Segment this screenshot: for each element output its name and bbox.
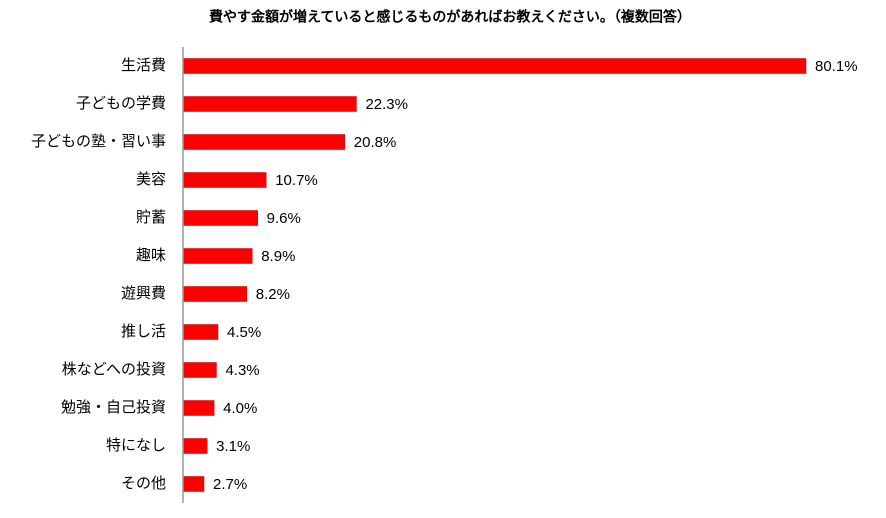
value-label: 4.5% (227, 324, 261, 341)
category-label: 子どもの塾・習い事 (31, 133, 166, 150)
category-label: 趣味 (136, 247, 166, 264)
bar (182, 476, 205, 492)
value-label: 4.3% (225, 362, 259, 379)
chart-title: 費やす金額が増えていると感じるものがあればお教えください。（複数回答） (209, 9, 691, 25)
bar (182, 400, 215, 416)
category-label: 子どもの学費 (76, 95, 166, 112)
bar (182, 210, 258, 226)
category-label: 特になし (106, 437, 166, 454)
value-label: 80.1% (815, 58, 858, 75)
category-label: 推し活 (121, 323, 166, 340)
bar (182, 324, 219, 340)
value-label: 2.7% (213, 476, 247, 493)
value-label: 20.8% (354, 134, 397, 151)
value-label: 10.7% (275, 172, 318, 189)
value-label: 8.9% (261, 248, 295, 265)
value-label: 9.6% (267, 210, 301, 227)
category-label: 勉強・自己投資 (61, 399, 166, 416)
category-label: 貯蓄 (136, 209, 166, 226)
bar (182, 248, 253, 264)
category-label: 遊興費 (121, 285, 166, 302)
bar (182, 438, 208, 454)
category-label: 生活費 (121, 57, 166, 74)
value-label: 8.2% (256, 286, 290, 303)
value-label: 4.0% (223, 400, 257, 417)
value-label: 3.1% (216, 438, 250, 455)
value-label: 22.3% (365, 96, 408, 113)
category-label: その他 (121, 475, 166, 492)
category-label: 株などへの投資 (62, 361, 166, 378)
category-label: 美容 (136, 171, 166, 188)
bar (182, 362, 217, 378)
bar (182, 58, 807, 74)
bar (182, 172, 267, 188)
bar (182, 96, 357, 112)
bar (182, 134, 346, 150)
bar (182, 286, 248, 302)
